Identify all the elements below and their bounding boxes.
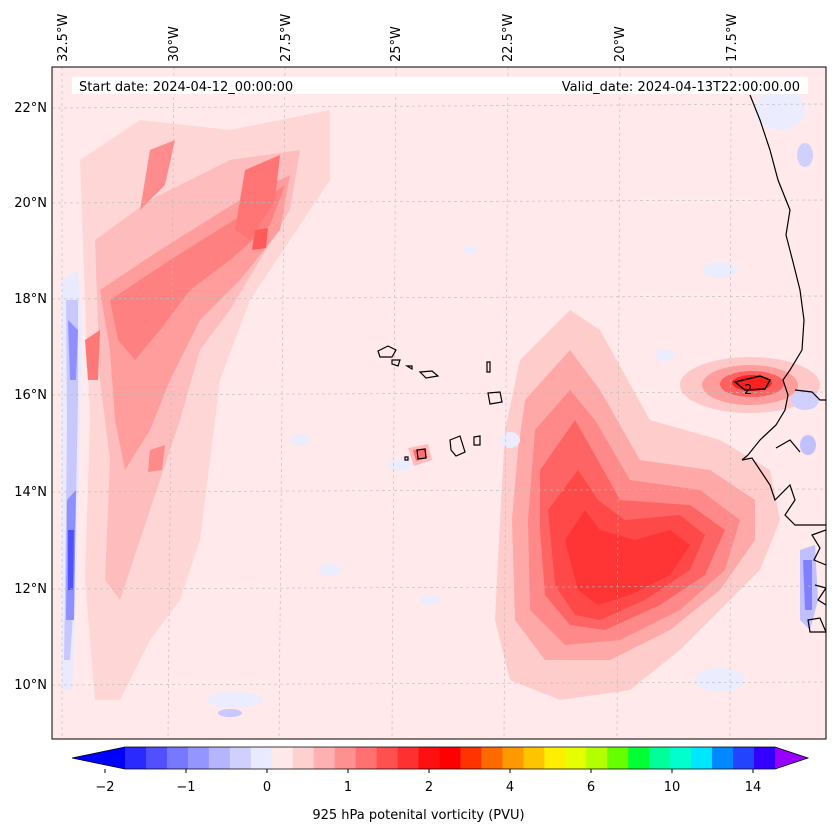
colorbar-segment — [397, 747, 420, 769]
west-pv-field — [80, 110, 330, 700]
colorbar-segment — [418, 747, 441, 769]
lat-label: 14°N — [14, 485, 47, 500]
colorbar-segment — [712, 747, 734, 769]
colorbar-tick-label: −2 — [95, 780, 114, 795]
colorbar-segment — [125, 747, 147, 769]
colorbar-segment — [334, 747, 357, 769]
colorbar-segment — [145, 747, 168, 769]
colorbar-segment — [166, 747, 189, 769]
colorbar-segment — [313, 747, 336, 769]
lat-label: 18°N — [14, 292, 47, 307]
cape-verde-islands — [377, 345, 503, 461]
colorbar-segment — [586, 747, 608, 769]
lat-label: 16°N — [14, 388, 47, 403]
africa-coastline — [741, 94, 826, 633]
colorbar-segment — [754, 747, 776, 769]
colorbar-tick-label: 1 — [344, 780, 352, 795]
colorbar-tick-label: 6 — [587, 780, 595, 795]
colorbar-segment — [229, 747, 252, 769]
colorbar-tick-label: −1 — [176, 780, 195, 795]
lon-label: 20°W — [613, 26, 628, 62]
lat-label: 10°N — [14, 678, 47, 693]
colorbar-segment — [649, 747, 671, 769]
colorbar-segment — [355, 747, 378, 769]
colorbar-segment — [481, 747, 503, 769]
map-frame — [51, 66, 827, 740]
colorbar-segment — [628, 747, 650, 769]
lon-label: 17.5°W — [725, 14, 740, 62]
lat-label: 20°N — [14, 196, 47, 211]
negative-patches — [207, 90, 819, 717]
lon-label: 22.5°W — [501, 14, 516, 62]
colorbar-segment — [607, 747, 629, 769]
latitude-labels: 22°N 20°N 18°N 16°N 14°N 12°N 10°N — [14, 101, 47, 693]
colorbar-segment — [187, 747, 210, 769]
graticule — [52, 67, 826, 739]
longitude-labels: 32.5°W 30°W 27.5°W 25°W 22.5°W 20°W 17.5… — [56, 14, 740, 62]
colorbar-segment — [544, 747, 566, 769]
colorbar-segment — [460, 747, 482, 769]
colorbar-segment — [502, 747, 524, 769]
colorbar-extend-max — [775, 747, 808, 769]
colorbar-tick-label: 14 — [745, 780, 762, 795]
southeast-pv-field — [495, 310, 780, 700]
colorbar-segment — [733, 747, 755, 769]
colorbar-segment — [439, 747, 461, 769]
colorbar-tick-label: 2 — [425, 780, 433, 795]
colorbar-segment — [523, 747, 545, 769]
colorbar-tick-label: 10 — [664, 780, 681, 795]
coastal-hotspot: 2 — [680, 357, 820, 413]
map-panel: 2 — [52, 67, 826, 739]
lon-label: 30°W — [167, 26, 182, 62]
lon-label: 27.5°W — [279, 14, 294, 62]
colorbar-tick-label: 4 — [506, 780, 514, 795]
lon-label: 25°W — [389, 26, 404, 62]
valid-date: Valid_date: 2024-04-13T22:00:00.00 — [562, 80, 800, 95]
colorbar-title: 925 hPa potenital vorticity (PVU) — [312, 808, 525, 823]
colorbar-segment — [670, 747, 692, 769]
lon-label: 32.5°W — [56, 14, 71, 62]
colorbar-segment — [250, 747, 273, 769]
start-date: Start date: 2024-04-12_00:00:00 — [79, 80, 293, 95]
colorbar-segment — [376, 747, 399, 769]
colorbar-tick-label: 0 — [263, 780, 271, 795]
colorbar-segment — [292, 747, 315, 769]
contour-label: 2 — [744, 383, 752, 398]
colorbar-segment — [271, 747, 294, 769]
colorbar-ticks: −2 −1 0 1 2 4 6 10 14 — [95, 780, 761, 795]
colorbar-segment — [565, 747, 587, 769]
colorbar-segment — [208, 747, 231, 769]
colorbar-segment — [691, 747, 713, 769]
lat-label: 22°N — [14, 101, 47, 116]
west-negative-strip — [62, 270, 82, 690]
header-box — [72, 77, 808, 94]
colorbar — [71, 746, 810, 773]
lat-label: 12°N — [14, 582, 47, 597]
colorbar-extend-min — [72, 747, 125, 769]
colorbar-outline — [71, 746, 810, 770]
